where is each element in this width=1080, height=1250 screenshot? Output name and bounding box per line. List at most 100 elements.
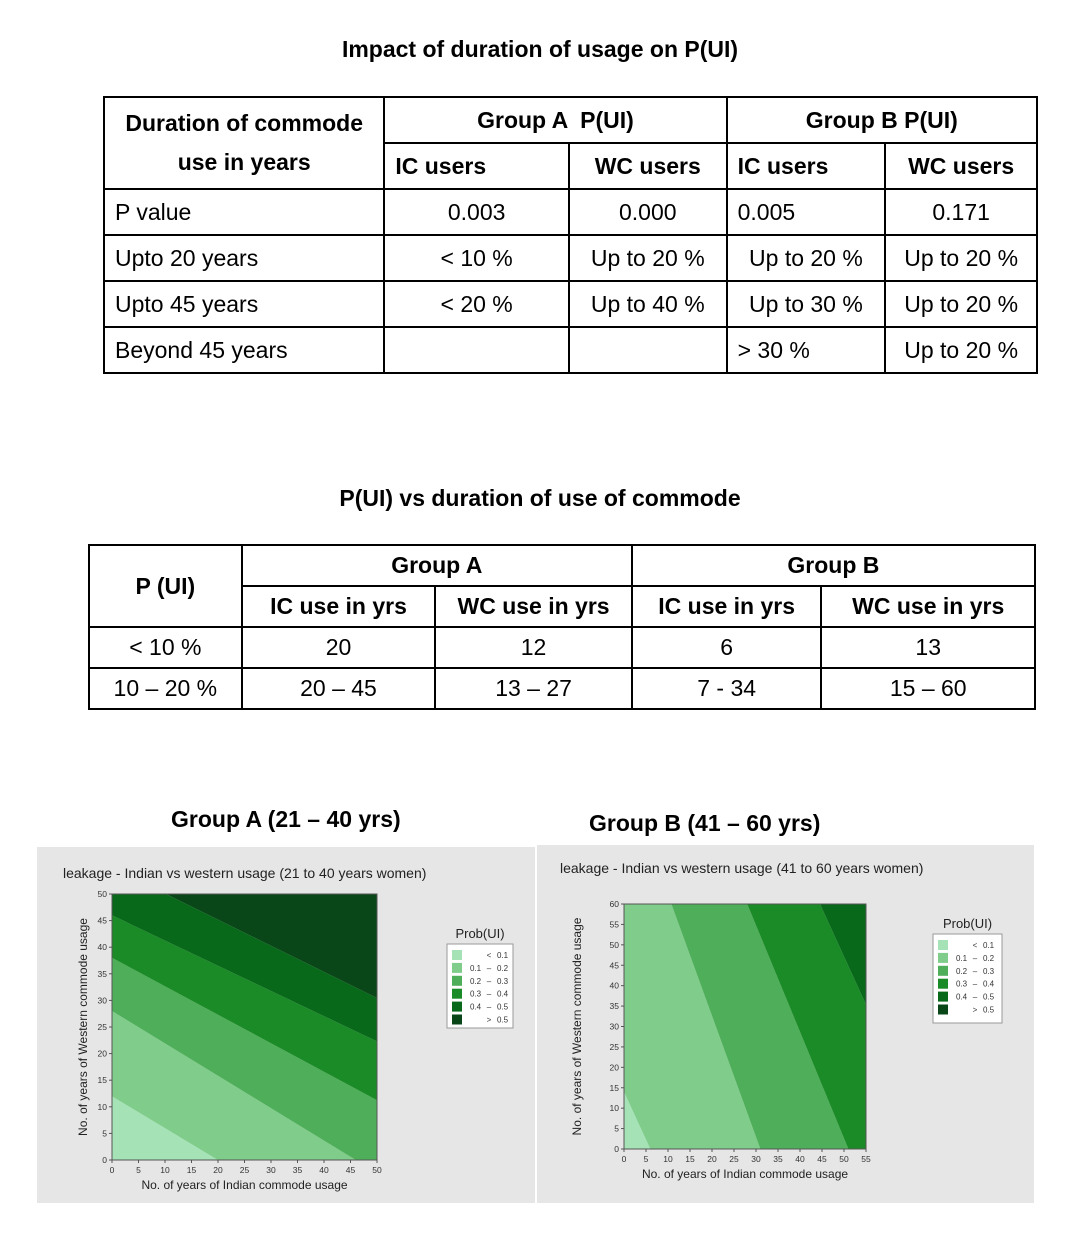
legend-title: Prob(UI) <box>455 926 504 941</box>
table-cell: Up to 20 % <box>884 234 1038 282</box>
sub-header: WC use in yrs <box>434 585 633 628</box>
contour-panel-b: leakage - Indian vs western usage (41 to… <box>537 845 1034 1203</box>
y-tick-label: 35 <box>610 1001 620 1011</box>
table-row: Upto 20 years < 10 % Up to 20 % Up to 20… <box>102 234 1038 282</box>
legend-to: 0.3 <box>497 977 509 986</box>
legend-from: 0.4 <box>956 993 968 1002</box>
chart-b-caption: Group B (41 – 60 yrs) <box>589 810 821 836</box>
legend-swatch <box>452 962 462 973</box>
y-tick-label: 5 <box>102 1128 107 1138</box>
legend-from: 0.3 <box>956 980 968 989</box>
legend-to: 0.1 <box>497 951 509 960</box>
sub-header: IC use in yrs <box>630 585 823 628</box>
legend-swatch <box>938 940 948 950</box>
contour-band <box>112 1096 218 1160</box>
table-cell: 13 <box>820 626 1036 669</box>
pui-header: P (UI) <box>88 544 243 628</box>
table-cell <box>567 326 728 374</box>
x-tick-label: 25 <box>240 1165 250 1175</box>
y-tick-label: 30 <box>98 995 108 1005</box>
chart-title: leakage - Indian vs western usage (41 to… <box>560 860 923 876</box>
y-tick-label: 40 <box>610 981 620 991</box>
x-tick-label: 50 <box>839 1154 849 1164</box>
legend-swatch <box>938 1004 948 1015</box>
row-label: 10 – 20 % <box>88 667 243 710</box>
legend-to: 0.2 <box>497 964 509 973</box>
chart-a-caption: Group A (21 – 40 yrs) <box>171 806 401 832</box>
table-cell: 0.003 <box>383 188 570 236</box>
x-tick-label: 40 <box>795 1154 805 1164</box>
contour-plot-a: leakage - Indian vs western usage (21 to… <box>63 865 514 1192</box>
contour-panel-a: leakage - Indian vs western usage (21 to… <box>37 847 535 1203</box>
y-tick-label: 55 <box>610 919 620 929</box>
legend-swatch <box>938 952 948 963</box>
table2-title: P(UI) vs duration of use of commode <box>339 485 741 511</box>
y-tick-label: 0 <box>102 1155 107 1165</box>
table-cell: < 20 % <box>383 280 570 328</box>
contour-plot-b: leakage - Indian vs western usage (41 to… <box>560 860 1003 1181</box>
contour-band <box>624 1091 651 1149</box>
x-tick-label: 10 <box>663 1154 673 1164</box>
x-tick-label: 15 <box>187 1165 197 1175</box>
legend-from: 0.2 <box>470 977 482 986</box>
table-cell: 0.005 <box>725 188 887 236</box>
y-tick-label: 20 <box>98 1049 108 1059</box>
y-tick-label: 35 <box>98 969 108 979</box>
row-label: Upto 20 years <box>102 234 386 282</box>
legend-from: 0.2 <box>956 967 968 976</box>
contour-band <box>624 904 761 1149</box>
y-tick-label: 10 <box>98 1102 108 1112</box>
table-cell: 20 <box>240 626 437 669</box>
x-tick-label: 20 <box>213 1165 223 1175</box>
legend-swatch <box>938 965 948 976</box>
y-tick-label: 20 <box>610 1062 620 1072</box>
y-tick-label: 10 <box>610 1103 620 1113</box>
chart-title: leakage - Indian vs western usage (21 to… <box>63 865 426 881</box>
sub-header: IC users <box>725 142 887 190</box>
x-tick-label: 35 <box>773 1154 783 1164</box>
y-tick-label: 40 <box>98 942 108 952</box>
x-tick-label: 30 <box>266 1165 276 1175</box>
table1-title: Impact of duration of usage on P(UI) <box>341 36 739 62</box>
legend-to: 0.1 <box>983 941 995 950</box>
table-cell: 12 <box>434 626 633 669</box>
legend-swatch <box>452 988 462 999</box>
legend-sep: – <box>973 954 978 963</box>
legend-to: 0.5 <box>497 1016 509 1025</box>
contour-band <box>112 894 377 1042</box>
legend-sep: – <box>973 980 978 989</box>
legend-swatch <box>452 975 462 986</box>
sub-header: WC users <box>884 142 1038 190</box>
y-tick-label: 50 <box>610 940 620 950</box>
y-axis-label: No. of years of Western commode usage <box>570 917 584 1135</box>
group-a-header: Group A P(UI) <box>383 96 728 144</box>
x-tick-label: 55 <box>861 1154 871 1164</box>
legend-sep: – <box>973 967 978 976</box>
group-b-header: Group B <box>630 544 1037 587</box>
table-cell: Up to 20 % <box>884 280 1038 328</box>
row-label: Beyond 45 years <box>102 326 386 374</box>
legend-to: 0.5 <box>983 1006 995 1015</box>
legend-to: 0.5 <box>497 1003 509 1012</box>
legend-from: 0.1 <box>956 954 968 963</box>
legend-sep: – <box>487 977 492 986</box>
duration-impact-table: Duration of commode use in years Group A… <box>102 96 1039 374</box>
x-tick-label: 30 <box>751 1154 761 1164</box>
table-cell: 0.171 <box>884 188 1038 236</box>
sub-header: IC users <box>383 142 570 190</box>
contour-band <box>747 904 866 1149</box>
x-tick-label: 5 <box>136 1165 141 1175</box>
legend-sep: < <box>487 951 492 960</box>
x-tick-label: 50 <box>372 1165 382 1175</box>
duration-header-line1: Duration of commode <box>125 110 363 136</box>
x-tick-label: 0 <box>622 1154 627 1164</box>
y-tick-label: 15 <box>98 1075 108 1085</box>
legend-swatch <box>452 1014 462 1025</box>
row-label: P value <box>102 188 386 236</box>
table-cell: 15 – 60 <box>820 667 1036 710</box>
x-tick-label: 40 <box>319 1165 329 1175</box>
y-tick-label: 15 <box>610 1083 620 1093</box>
table-cell: Up to 20 % <box>567 234 728 282</box>
legend-swatch <box>938 991 948 1002</box>
table-row: 10 – 20 % 20 – 45 13 – 27 7 - 34 15 – 60 <box>88 667 1036 710</box>
